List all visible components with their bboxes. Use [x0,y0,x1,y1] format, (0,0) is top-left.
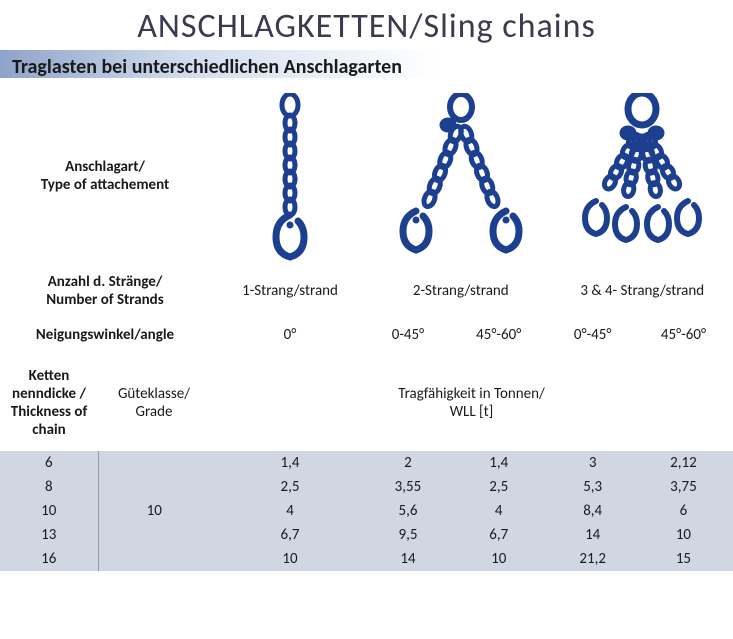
wll-cell: 9,5 [370,523,446,547]
wll-cell: 5,6 [370,499,446,523]
angle-4: 45°-60° [634,315,733,355]
wll-cell: 15 [634,547,733,571]
wll-cell: 5,3 [551,475,633,499]
wll-cell: 3,55 [370,475,446,499]
load-table: Anschlagart/ Type of attachement [0,85,733,571]
wll-cell: 4 [210,499,370,523]
wll-cell: 4 [446,499,552,523]
label-thickness: Ketten nenndicke / Thickness of chain [0,355,98,451]
angle-1: 0-45° [370,315,446,355]
wll-cell: 6,7 [446,523,552,547]
chain-4-strand-icon [551,91,733,261]
angle-0: 0° [210,315,370,355]
label-angle: Neigungswinkel/angle [0,315,210,355]
wll-cell: 3,75 [634,475,733,499]
strand-2: 2-Strang/strand [370,267,551,315]
angle-2: 45°-60° [446,315,552,355]
subtitle: Traglasten bei unterschiedlichen Anschla… [0,51,733,85]
wll-cell: 3 [551,451,633,475]
grade-cell: 10 [98,451,210,571]
wll-cell: 6,7 [210,523,370,547]
chain-1-strand-icon [210,91,370,261]
angle-3: 0°-45° [551,315,633,355]
strand-34: 3 & 4- Strang/strand [551,267,733,315]
wll-cell: 10 [634,523,733,547]
wll-cell: 1,4 [210,451,370,475]
thickness-cell: 6 [0,451,98,475]
page-title: ANSCHLAGKETTEN/Sling chains [0,0,733,51]
thickness-cell: 16 [0,547,98,571]
label-grade: Güteklasse/ Grade [98,355,210,451]
wll-cell: 14 [551,523,633,547]
wll-cell: 10 [210,547,370,571]
wll-cell: 2,5 [210,475,370,499]
label-attachment: Anschlagart/ Type of attachement [0,85,210,267]
strand-1: 1-Strang/strand [210,267,370,315]
thickness-cell: 10 [0,499,98,523]
wll-cell: 2,5 [446,475,552,499]
thickness-cell: 13 [0,523,98,547]
wll-cell: 2,12 [634,451,733,475]
wll-cell: 8,4 [551,499,633,523]
wll-cell: 21,2 [551,547,633,571]
wll-cell: 1,4 [446,451,552,475]
label-strands: Anzahl d. Stränge/ Number of Strands [0,267,210,315]
thickness-cell: 8 [0,475,98,499]
wll-cell: 2 [370,451,446,475]
wll-cell: 10 [446,547,552,571]
wll-cell: 6 [634,499,733,523]
label-wll: Tragfähigkeit in Tonnen/ WLL [t] [210,355,733,451]
chain-2-strand-icon [370,91,551,261]
wll-cell: 14 [370,547,446,571]
